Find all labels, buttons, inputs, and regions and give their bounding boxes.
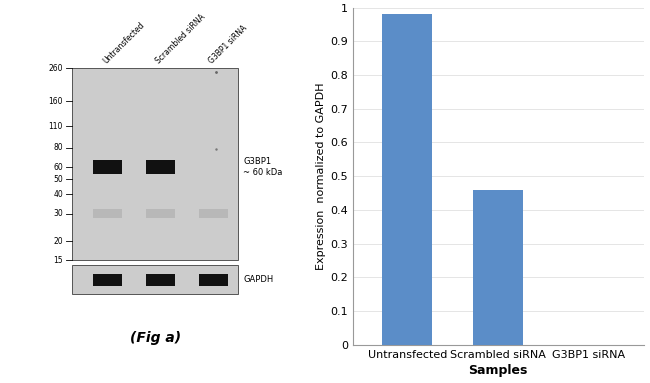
Bar [94, 210, 122, 218]
Text: 40: 40 [53, 190, 63, 199]
Bar [72, 265, 238, 294]
Text: Scrambled siRNA: Scrambled siRNA [154, 12, 207, 65]
Y-axis label: Expression  normalized to GAPDH: Expression normalized to GAPDH [316, 82, 326, 270]
X-axis label: Samples: Samples [469, 364, 528, 377]
Bar [146, 210, 175, 218]
Bar [146, 274, 175, 286]
Bar [94, 160, 122, 174]
Bar [473, 190, 523, 345]
Text: 110: 110 [49, 122, 63, 131]
Text: 80: 80 [53, 143, 63, 152]
Bar [72, 68, 238, 260]
Bar [146, 160, 175, 174]
Bar [198, 274, 228, 286]
Text: 15: 15 [53, 256, 63, 265]
Text: 160: 160 [49, 97, 63, 106]
Text: 50: 50 [53, 175, 63, 184]
Text: 60: 60 [53, 162, 63, 172]
Bar [198, 210, 228, 218]
Bar [94, 274, 122, 286]
Text: G3BP1 siRNA: G3BP1 siRNA [207, 23, 248, 65]
Text: 30: 30 [53, 209, 63, 218]
Text: Untransfected: Untransfected [101, 20, 146, 65]
Text: GAPDH: GAPDH [243, 275, 274, 284]
Text: (Fig a): (Fig a) [129, 331, 181, 345]
Text: G3BP1
~ 60 kDa: G3BP1 ~ 60 kDa [243, 157, 283, 177]
Text: 20: 20 [53, 237, 63, 246]
Bar [382, 15, 432, 345]
Text: 260: 260 [49, 64, 63, 73]
